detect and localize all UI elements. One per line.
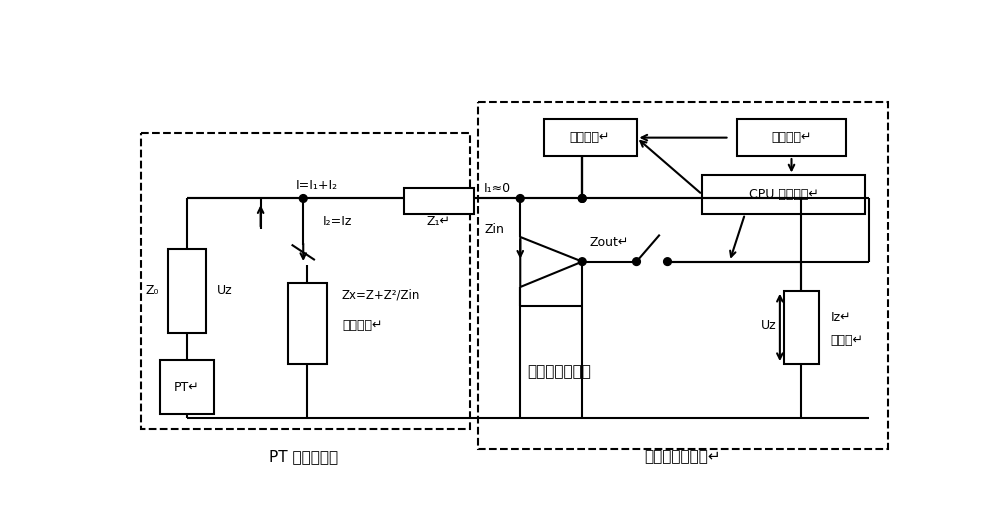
Text: PT 出口端子笱: PT 出口端子笱 [269, 449, 338, 464]
Bar [288, 283, 326, 364]
Text: I=I₁+I₂: I=I₁+I₂ [296, 179, 338, 192]
Circle shape [633, 258, 640, 266]
Text: Uz: Uz [760, 319, 776, 332]
Text: CPU 监控模块↵: CPU 监控模块↵ [749, 188, 819, 201]
Text: Z₀: Z₀ [145, 285, 159, 297]
Text: 电压跟随器模块: 电压跟随器模块 [527, 364, 591, 379]
Text: Uz: Uz [216, 285, 232, 297]
Text: PT↵: PT↵ [174, 381, 200, 393]
Circle shape [578, 195, 586, 202]
Circle shape [578, 195, 586, 202]
Text: Z₁↵: Z₁↵ [427, 215, 451, 228]
Text: I₁≈0: I₁≈0 [483, 182, 511, 195]
Text: 电能表↵: 电能表↵ [830, 335, 863, 347]
Bar [404, 189, 474, 214]
Text: 投切模块↵: 投切模块↵ [570, 131, 610, 144]
Bar [168, 249, 206, 333]
Text: Zout↵: Zout↵ [590, 236, 629, 249]
Text: 监控室计量盘柜↵: 监控室计量盘柜↵ [645, 449, 721, 464]
Bar [140, 133, 470, 430]
Text: 温度模块↵: 温度模块↵ [771, 131, 812, 144]
Bar [544, 119, 637, 156]
Text: Zx=Z+Z²/Zin: Zx=Z+Z²/Zin [342, 288, 420, 301]
Text: Zin: Zin [485, 223, 505, 236]
Text: I₂=Iz: I₂=Iz [323, 215, 352, 228]
Bar [737, 119, 846, 156]
Circle shape [299, 195, 307, 202]
Text: 电阵模块↵: 电阵模块↵ [342, 319, 382, 332]
Bar [784, 291, 819, 364]
Bar [702, 175, 865, 214]
Bar [478, 102, 888, 449]
Bar [160, 360, 214, 414]
Circle shape [664, 258, 671, 266]
Text: Iz↵: Iz↵ [830, 311, 851, 324]
Circle shape [516, 195, 524, 202]
Circle shape [578, 258, 586, 266]
